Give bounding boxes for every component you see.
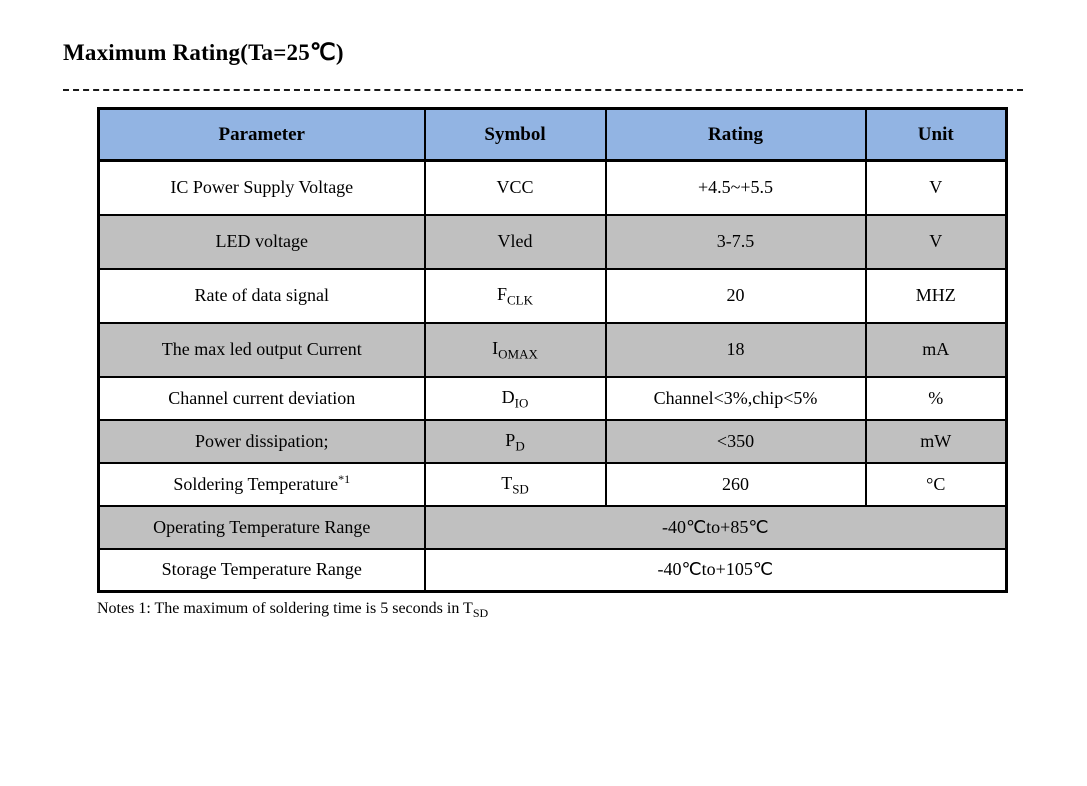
title-divider	[63, 89, 1023, 91]
footnote-subscript: SD	[472, 606, 489, 621]
table-row: Rate of data signal FCLK 20 MHZ	[97, 267, 1008, 324]
table-row: Soldering Temperature*1 TSD 260 °C	[97, 461, 1008, 507]
unit-cell: mA	[864, 321, 1008, 378]
merged-rating-cell: -40℃to+105℃	[423, 547, 1008, 593]
rating-cell: Channel<3%,chip<5%	[604, 375, 867, 421]
parameter-cell: Operating Temperature Range	[97, 504, 426, 550]
table-row: LED voltage Vled 3-7.5 V	[97, 213, 1008, 270]
rating-cell: 260	[604, 461, 867, 507]
table-row: The max led output Current IOMAX 18 mA	[97, 321, 1008, 378]
symbol-cell: DIO	[423, 375, 607, 421]
unit-cell: V	[864, 159, 1008, 216]
symbol-cell: IOMAX	[423, 321, 607, 378]
parameter-cell: IC Power Supply Voltage	[97, 159, 426, 216]
page-title: Maximum Rating(Ta=25℃)	[63, 40, 344, 65]
rating-cell: +4.5~+5.5	[604, 159, 867, 216]
footnote-marker: *1	[338, 472, 351, 486]
unit-cell: mW	[864, 418, 1008, 464]
rating-cell: 18	[604, 321, 867, 378]
parameter-cell: LED voltage	[97, 213, 426, 270]
symbol-base: F	[496, 284, 507, 305]
unit-cell: V	[864, 213, 1008, 270]
symbol-base: Vled	[497, 231, 533, 251]
rating-cell: 20	[604, 267, 867, 324]
column-header-symbol: Symbol	[423, 107, 607, 162]
symbol-cell: Vled	[423, 213, 607, 270]
parameter-cell: Storage Temperature Range	[97, 547, 426, 593]
parameter-cell: Channel current deviation	[97, 375, 426, 421]
table-row: Storage Temperature Range -40℃to+105℃	[97, 547, 1008, 593]
symbol-base: T	[501, 472, 513, 493]
column-header-parameter: Parameter	[97, 107, 426, 162]
parameter-text: Soldering Temperature	[173, 474, 339, 494]
unit-cell: MHZ	[864, 267, 1008, 324]
column-header-unit: Unit	[864, 107, 1008, 162]
symbol-subscript: SD	[512, 481, 529, 497]
unit-cell: %	[864, 375, 1008, 421]
parameter-cell: Power dissipation;	[97, 418, 426, 464]
symbol-subscript: OMAX	[498, 346, 538, 362]
symbol-base: P	[505, 429, 516, 450]
parameter-cell: Rate of data signal	[97, 267, 426, 324]
parameter-cell: Soldering Temperature*1	[97, 461, 426, 507]
maximum-rating-table: Parameter Symbol Rating Unit IC Power Su…	[97, 107, 1008, 593]
symbol-base: D	[501, 386, 515, 407]
symbol-subscript: CLK	[507, 292, 533, 308]
symbol-base: I	[492, 338, 499, 359]
table-row: Power dissipation; PD <350 mW	[97, 418, 1008, 464]
table-row: Operating Temperature Range -40℃to+85℃	[97, 504, 1008, 550]
footnote: Notes 1: The maximum of soldering time i…	[97, 600, 488, 621]
symbol-cell: VCC	[423, 159, 607, 216]
parameter-cell: The max led output Current	[97, 321, 426, 378]
table-row: IC Power Supply Voltage VCC +4.5~+5.5 V	[97, 159, 1008, 216]
symbol-cell: FCLK	[423, 267, 607, 324]
rating-cell: <350	[604, 418, 867, 464]
symbol-cell: TSD	[423, 461, 607, 507]
column-header-rating: Rating	[604, 107, 867, 162]
rating-cell: 3-7.5	[604, 213, 867, 270]
table-row: Channel current deviation DIO Channel<3%…	[97, 375, 1008, 421]
table-header-row: Parameter Symbol Rating Unit	[97, 107, 1008, 162]
symbol-base: VCC	[496, 177, 534, 198]
footnote-text: Notes 1: The maximum of soldering time i…	[97, 600, 473, 617]
merged-rating-cell: -40℃to+85℃	[423, 504, 1008, 550]
symbol-cell: PD	[423, 418, 607, 464]
symbol-subscript: D	[515, 438, 525, 454]
symbol-subscript: IO	[514, 395, 529, 411]
unit-cell: °C	[864, 461, 1008, 507]
